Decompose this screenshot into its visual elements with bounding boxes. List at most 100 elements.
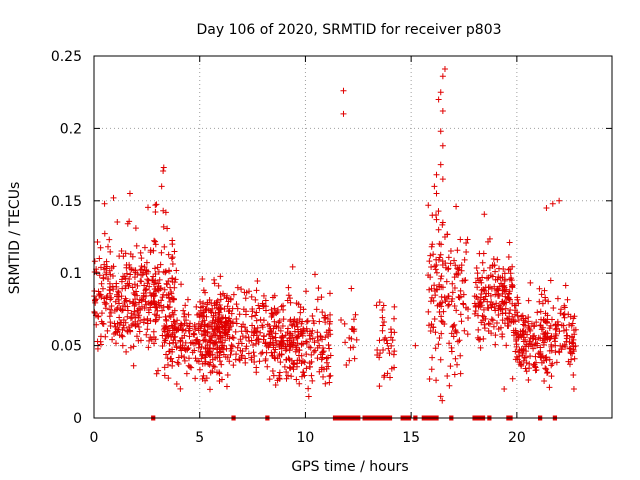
data-point xyxy=(501,299,508,306)
data-point xyxy=(161,364,168,371)
data-point xyxy=(238,352,245,359)
data-point xyxy=(152,238,159,245)
data-point xyxy=(386,350,393,357)
data-point xyxy=(352,311,359,318)
data-point xyxy=(202,338,209,345)
data-point xyxy=(130,299,137,306)
data-point xyxy=(452,262,459,269)
data-point xyxy=(271,318,278,325)
data-point xyxy=(451,257,458,264)
data-point xyxy=(326,320,333,327)
data-point xyxy=(152,318,159,325)
chart-title: Day 106 of 2020, SRMTID for receiver p80… xyxy=(196,22,501,38)
data-point xyxy=(109,273,116,280)
data-point xyxy=(559,343,566,350)
data-point xyxy=(379,314,386,321)
data-point xyxy=(451,284,458,291)
data-point xyxy=(229,334,236,341)
data-point xyxy=(209,368,216,375)
data-point xyxy=(511,302,518,309)
data-point xyxy=(547,335,554,342)
data-point xyxy=(171,324,178,331)
data-point xyxy=(319,336,326,343)
data-point xyxy=(542,365,549,372)
data-point xyxy=(305,385,312,392)
data-point xyxy=(427,328,434,335)
data-point xyxy=(101,230,108,237)
data-point xyxy=(438,293,445,300)
data-point xyxy=(480,267,487,274)
data-point xyxy=(165,361,172,368)
data-point xyxy=(215,282,222,289)
data-point xyxy=(216,301,223,308)
data-point xyxy=(491,303,498,310)
data-point xyxy=(376,299,383,306)
data-point xyxy=(121,273,128,280)
data-point xyxy=(435,208,442,215)
data-point xyxy=(197,348,204,355)
data-point xyxy=(481,296,488,303)
data-point xyxy=(229,319,236,326)
data-point xyxy=(184,345,191,352)
data-point xyxy=(262,297,269,304)
data-point xyxy=(161,328,168,335)
data-point xyxy=(464,331,471,338)
data-point xyxy=(387,326,394,333)
data-point xyxy=(441,234,448,240)
data-point xyxy=(132,269,139,276)
data-point xyxy=(492,341,499,348)
x-tick-label: 10 xyxy=(297,430,315,446)
data-point xyxy=(106,306,113,313)
data-point xyxy=(338,317,345,324)
data-point xyxy=(186,333,193,340)
data-point xyxy=(437,89,444,96)
data-point xyxy=(124,327,131,334)
data-point xyxy=(474,284,481,291)
grid-layer xyxy=(94,56,612,418)
data-point xyxy=(505,322,512,329)
data-point xyxy=(443,278,450,285)
data-point xyxy=(175,354,182,361)
data-point xyxy=(314,344,321,351)
data-point xyxy=(527,353,534,360)
data-point xyxy=(239,348,246,355)
data-point xyxy=(191,331,198,338)
data-point xyxy=(293,376,300,383)
data-point xyxy=(571,313,578,320)
data-point xyxy=(101,200,108,207)
data-point xyxy=(218,344,225,351)
data-point xyxy=(501,386,508,393)
data-point xyxy=(129,253,136,260)
data-point xyxy=(225,298,232,305)
data-point xyxy=(552,321,559,328)
data-point xyxy=(514,312,521,319)
data-point xyxy=(512,348,519,355)
data-point xyxy=(436,254,443,261)
data-point xyxy=(448,330,455,337)
data-point xyxy=(522,365,529,372)
data-point xyxy=(537,308,544,315)
x-tick-label: 15 xyxy=(402,430,420,446)
data-point xyxy=(161,372,168,379)
y-tick-label: 0.25 xyxy=(51,49,82,65)
data-point xyxy=(546,325,553,332)
data-point xyxy=(162,269,169,276)
data-point xyxy=(475,326,482,333)
data-point xyxy=(186,363,193,370)
data-point xyxy=(181,313,188,320)
data-point xyxy=(184,296,191,303)
data-point xyxy=(303,365,310,372)
data-point xyxy=(192,375,199,382)
data-point xyxy=(143,331,150,338)
data-point xyxy=(107,248,114,255)
data-point xyxy=(374,346,381,353)
data-point xyxy=(175,326,182,333)
data-point xyxy=(124,303,131,310)
data-point xyxy=(158,249,165,256)
data-point xyxy=(528,320,535,327)
data-point xyxy=(436,283,443,290)
data-point xyxy=(435,96,442,103)
data-point xyxy=(144,326,151,333)
data-point xyxy=(435,226,442,233)
data-point xyxy=(542,336,549,343)
